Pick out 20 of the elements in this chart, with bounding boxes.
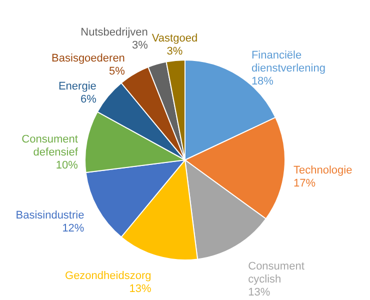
slice-label: Consument cyclish xyxy=(248,260,304,286)
slice-label: Nutsbedrijven xyxy=(80,26,148,38)
data-label: 18% xyxy=(251,75,274,88)
data-label: 5% xyxy=(109,65,126,78)
data-label: 6% xyxy=(80,94,97,106)
slice-label: Energie xyxy=(58,80,96,93)
data-label: 3% xyxy=(132,39,148,52)
slice-label: Financiële dienstverlening xyxy=(251,49,326,74)
slice-label: Basisgoederen xyxy=(52,52,125,64)
data-label: 12% xyxy=(62,222,84,234)
slice-label: Basisindustrie xyxy=(16,209,84,222)
slice-label: Consument defensief xyxy=(22,134,79,159)
data-label: 17% xyxy=(294,177,316,190)
data-label: 10% xyxy=(56,160,78,172)
data-label: 13% xyxy=(248,286,270,299)
slice-label: Gezondheidszorg xyxy=(65,270,152,282)
slice-label: Vastgoed xyxy=(152,32,198,44)
data-label: 13% xyxy=(129,283,152,296)
data-label: 3% xyxy=(166,45,183,58)
slice-label: Technologie xyxy=(294,164,352,176)
